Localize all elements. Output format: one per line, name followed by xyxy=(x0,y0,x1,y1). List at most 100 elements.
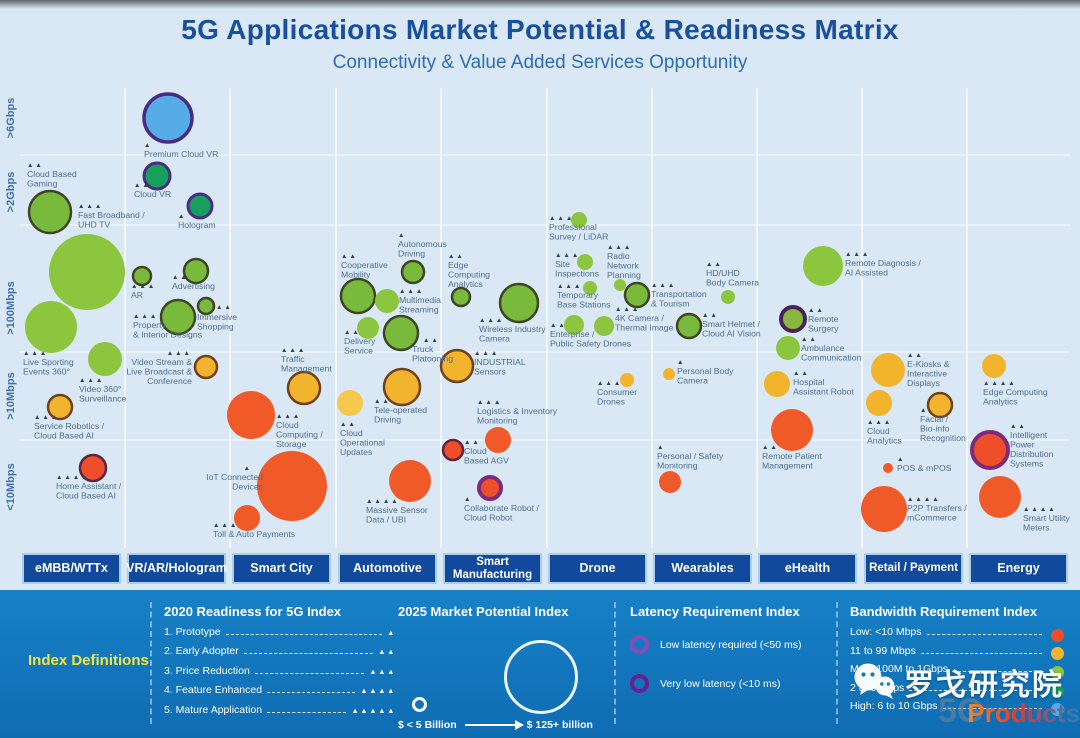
bubble xyxy=(227,391,275,439)
readiness-triangles: ▲ xyxy=(244,465,252,472)
bubble-label: Meters xyxy=(1023,523,1050,533)
bubble xyxy=(564,315,584,335)
bandwidth-item: Low: <10 Mbps xyxy=(850,626,1064,645)
market-potential-legend: 2025 Market Potential Index $ < 5 Billio… xyxy=(398,604,608,734)
bubble-label: AI Assisted xyxy=(845,268,888,278)
bubble xyxy=(196,296,216,316)
bubble-label: Personal / Safety xyxy=(657,451,724,461)
y-axis-label: >2Gbps xyxy=(5,172,17,213)
readiness-triangles: ▲▲▲ xyxy=(23,350,48,357)
readiness-triangles: ▲▲ xyxy=(801,336,818,343)
market-legend-title: 2025 Market Potential Index xyxy=(398,604,569,619)
readiness-triangles: ▲▲▲ xyxy=(597,380,622,387)
y-axis-label: >10Mbps xyxy=(5,372,17,419)
bubble-label: Cloud xyxy=(464,446,487,456)
bubble-label: Transportation xyxy=(651,289,707,299)
bubble-label: Immersive xyxy=(197,312,237,322)
y-axis-label: >6Gbps xyxy=(5,98,17,139)
bubble xyxy=(357,317,379,339)
bubble xyxy=(861,486,907,532)
bubble xyxy=(193,354,219,380)
bubble-label: & Tourism xyxy=(651,299,689,309)
readiness-triangles: ▲▲▲ xyxy=(167,350,192,357)
readiness-item: 3. Price Reduction ▲▲▲ xyxy=(164,664,396,677)
bubble-label: Storage xyxy=(276,439,307,449)
bubble-label: Property xyxy=(133,320,166,330)
wechat-icon xyxy=(854,663,895,699)
category-header-energy: Energy xyxy=(969,553,1068,584)
bubble-label: Distribution xyxy=(1010,449,1054,459)
bubble-matrix-chart: >6Gbps>2Gbps>100Mbps>10Mbps<10Mbps▲▲Clou… xyxy=(5,88,1070,548)
readiness-triangles: ▲▲ xyxy=(702,312,719,319)
readiness-triangles: ▲▲▲▲ xyxy=(1023,506,1057,513)
index-definitions-label: Index Definitions xyxy=(28,652,149,669)
readiness-triangles: ▲▲▲ xyxy=(399,288,424,295)
bubble-label: Computing xyxy=(448,270,490,280)
bubble-label: Power xyxy=(1010,440,1035,450)
large-bubble-icon xyxy=(504,640,578,714)
bubble-label: Driving xyxy=(374,415,401,425)
market-max-label: $ 125+ billion xyxy=(526,719,593,731)
readiness-triangles: ▲▲▲ xyxy=(557,283,582,290)
bubble-label: Platooning xyxy=(412,354,453,364)
logo-main-text: Products xyxy=(967,698,1080,728)
readiness-triangles: ▲ xyxy=(178,213,186,220)
bubble-label: Delivery xyxy=(344,336,376,346)
bubble-label: Live Broadcast & xyxy=(126,367,192,377)
category-header-vr-ar-hologram: VR/AR/Hologram xyxy=(126,553,227,584)
bandwidth-color-dot xyxy=(1051,628,1064,642)
readiness-triangles: ▲▲ xyxy=(1010,423,1027,430)
category-header-drone: Drone xyxy=(548,553,647,584)
readiness-triangles: ▲▲ xyxy=(793,370,810,377)
bubble-label: POS & mPOS xyxy=(897,463,952,473)
bubble xyxy=(779,305,807,333)
bubble xyxy=(400,259,426,285)
readiness-triangles: ▲▲▲ xyxy=(79,377,104,384)
bubble xyxy=(78,453,108,483)
bandwidth-color-dot xyxy=(1051,684,1064,698)
bubble xyxy=(49,234,125,310)
bubble-label: Monitoring xyxy=(477,416,518,426)
bubble-label: Network xyxy=(607,261,640,271)
bubble xyxy=(485,427,511,453)
bubble-label: Conference xyxy=(147,376,192,386)
latency-ring-icon xyxy=(630,674,649,693)
latency-ring-icon xyxy=(630,635,649,654)
category-header-retail-payment: Retail / Payment xyxy=(864,553,963,584)
bandwidth-legend-title: Bandwidth Requirement Index xyxy=(850,604,1038,619)
readiness-triangles: ▲▲▲ xyxy=(131,283,156,290)
readiness-triangles: ▲▲ xyxy=(27,162,44,169)
bubble-label: Truck xyxy=(412,344,434,354)
legend-divider xyxy=(614,602,616,724)
bubble xyxy=(659,471,681,493)
bubble-label: Remote Diagnosis / xyxy=(845,258,921,268)
bubble-label: Remote Patient xyxy=(762,451,822,461)
readiness-triangles: ▲▲ xyxy=(172,274,189,281)
bubble-label: Hologram xyxy=(178,220,216,230)
bandwidth-legend: Bandwidth Requirement Index Low: <10 Mbp… xyxy=(850,604,1064,719)
bubble-label: mCommerce xyxy=(907,513,957,523)
bubble-label: Computing / xyxy=(276,430,323,440)
latency-item: Very low latency (<10 ms) xyxy=(630,674,832,693)
bubble-label: Intelligent xyxy=(1010,430,1048,440)
bubble-label: Data / UBI xyxy=(366,515,406,525)
bubble xyxy=(477,475,503,501)
readiness-triangles: ▲▲▲ xyxy=(276,413,301,420)
bubble xyxy=(142,92,194,144)
readiness-triangles: ▲ xyxy=(920,407,928,414)
bubble-label: Edge xyxy=(448,260,468,270)
latency-item-label: Very low latency (<10 ms) xyxy=(660,677,781,690)
bubble-label: Cloud AI Vision xyxy=(702,329,761,339)
legend-divider xyxy=(150,602,152,724)
bubble-label: Collaborate Robot / xyxy=(464,503,539,513)
bubble-label: Driving xyxy=(398,249,425,259)
bubble-label: Analytics xyxy=(983,397,1018,407)
bubble xyxy=(776,336,800,360)
latency-item: Low latency required (<50 ms) xyxy=(630,635,832,654)
bubble-label: Sensors xyxy=(474,367,507,377)
bubble-label: Premium Cloud VR xyxy=(144,149,218,159)
bubble-label: Cloud Based xyxy=(27,169,77,179)
bubble-label: P2P Transfers / xyxy=(907,503,967,513)
bubble-label: Toll & Auto Payments xyxy=(213,529,296,539)
market-scale-labels: $ < 5 Billion $ 125+ billion xyxy=(398,719,608,731)
